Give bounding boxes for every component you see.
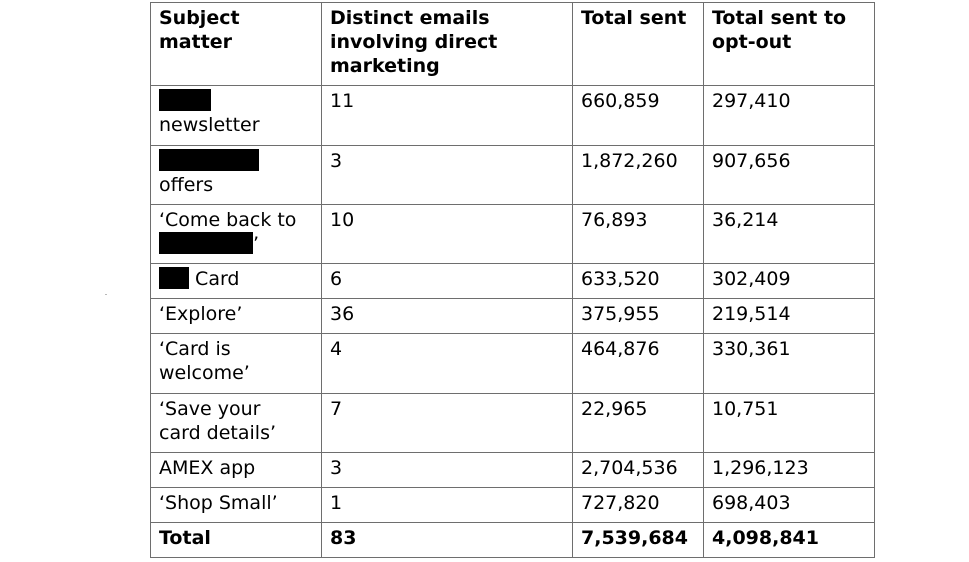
subject-cell: Card bbox=[150, 263, 322, 299]
emails-cell: 1 bbox=[321, 487, 573, 523]
subject-cell: ‘Explore’ bbox=[150, 298, 322, 334]
opt-out-cell: 698,403 bbox=[703, 487, 875, 523]
redaction-block bbox=[159, 267, 189, 289]
total-sent-cell: 76,893 bbox=[572, 204, 704, 264]
table-row: AMEX app 3 2,704,536 1,296,123 bbox=[150, 452, 875, 488]
header-text: Total sent to bbox=[712, 7, 847, 29]
emails-cell: 6 bbox=[321, 263, 573, 299]
emails-cell: 36 bbox=[321, 298, 573, 334]
table-row: ‘Explore’ 36 375,955 219,514 bbox=[150, 298, 875, 334]
total-sent-cell: 727,820 bbox=[572, 487, 704, 523]
subject-text: AMEX app bbox=[159, 457, 256, 479]
header-distinct-emails: Distinct emails involving direct marketi… bbox=[321, 2, 573, 86]
header-text: marketing bbox=[330, 55, 440, 77]
opt-out-cell: 302,409 bbox=[703, 263, 875, 299]
table-row: offers 3 1,872,260 907,656 bbox=[150, 145, 875, 205]
header-subject-matter: Subject matter bbox=[150, 2, 322, 86]
subject-cell: offers bbox=[150, 145, 322, 205]
total-sent-cell: 375,955 bbox=[572, 298, 704, 334]
opt-out-cell: 36,214 bbox=[703, 204, 875, 264]
subject-text: ‘Card is bbox=[159, 338, 231, 360]
subject-text: welcome’ bbox=[159, 362, 250, 384]
total-emails: 83 bbox=[321, 522, 573, 558]
stray-mark bbox=[105, 294, 107, 295]
table-row: ‘Card is welcome’ 4 464,876 330,361 bbox=[150, 333, 875, 394]
emails-cell: 4 bbox=[321, 333, 573, 394]
total-sent-cell: 633,520 bbox=[572, 263, 704, 299]
total-sent-cell: 22,965 bbox=[572, 393, 704, 453]
subject-text: Card bbox=[195, 268, 240, 290]
table-row: Card 6 633,520 302,409 bbox=[150, 263, 875, 299]
opt-out-cell: 297,410 bbox=[703, 85, 875, 146]
emails-cell: 7 bbox=[321, 393, 573, 453]
total-sent-cell: 660,859 bbox=[572, 85, 704, 146]
header-text: Distinct emails bbox=[330, 7, 490, 29]
redaction-block bbox=[159, 232, 253, 254]
header-total-sent: Total sent bbox=[572, 2, 704, 86]
subject-text: ‘Come back to bbox=[159, 209, 297, 231]
subject-cell: ‘Save your card details’ bbox=[150, 393, 322, 453]
opt-out-cell: 330,361 bbox=[703, 333, 875, 394]
header-total-sent-opt-out: Total sent to opt-out bbox=[703, 2, 875, 86]
subject-text: card details’ bbox=[159, 422, 277, 444]
direct-marketing-table: Subject matter Distinct emails involving… bbox=[150, 2, 875, 558]
opt-out-cell: 1,296,123 bbox=[703, 452, 875, 488]
header-text: Total sent bbox=[581, 7, 687, 29]
total-sent-cell: 464,876 bbox=[572, 333, 704, 394]
total-sent: 7,539,684 bbox=[572, 522, 704, 558]
total-sent-cell: 1,872,260 bbox=[572, 145, 704, 205]
emails-cell: 10 bbox=[321, 204, 573, 264]
subject-text: ‘Save your bbox=[159, 398, 261, 420]
emails-cell: 3 bbox=[321, 145, 573, 205]
header-text: Subject bbox=[159, 7, 240, 29]
table-row: ‘Shop Small’ 1 727,820 698,403 bbox=[150, 487, 875, 523]
redaction-block bbox=[159, 89, 211, 111]
header-text: involving direct bbox=[330, 31, 498, 53]
total-row: Total 83 7,539,684 4,098,841 bbox=[150, 522, 875, 558]
opt-out-cell: 10,751 bbox=[703, 393, 875, 453]
total-label: Total bbox=[150, 522, 322, 558]
subject-cell: ‘Shop Small’ bbox=[150, 487, 322, 523]
header-text: opt-out bbox=[712, 31, 792, 53]
subject-cell: ‘Card is welcome’ bbox=[150, 333, 322, 394]
header-row: Subject matter Distinct emails involving… bbox=[150, 2, 875, 86]
opt-out-cell: 219,514 bbox=[703, 298, 875, 334]
subject-text: ‘Shop Small’ bbox=[159, 492, 278, 514]
total-opt-out: 4,098,841 bbox=[703, 522, 875, 558]
subject-text: offers bbox=[159, 174, 214, 196]
redaction-block bbox=[159, 149, 259, 171]
header-text: matter bbox=[159, 31, 233, 53]
subject-text: ’ bbox=[253, 233, 260, 255]
table-row: newsletter 11 660,859 297,410 bbox=[150, 85, 875, 146]
subject-cell: ‘Come back to ’ bbox=[150, 204, 322, 264]
emails-cell: 11 bbox=[321, 85, 573, 146]
subject-text: newsletter bbox=[159, 114, 260, 136]
table-row: ‘Save your card details’ 7 22,965 10,751 bbox=[150, 393, 875, 453]
emails-cell: 3 bbox=[321, 452, 573, 488]
total-sent-cell: 2,704,536 bbox=[572, 452, 704, 488]
table-row: ‘Come back to ’ 10 76,893 36,214 bbox=[150, 204, 875, 264]
subject-text: ‘Explore’ bbox=[159, 303, 243, 325]
subject-cell: AMEX app bbox=[150, 452, 322, 488]
opt-out-cell: 907,656 bbox=[703, 145, 875, 205]
subject-cell: newsletter bbox=[150, 85, 322, 146]
